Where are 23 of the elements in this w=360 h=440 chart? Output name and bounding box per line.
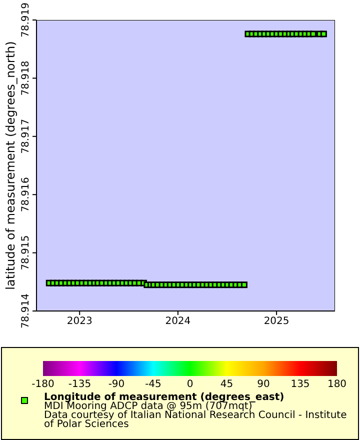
color-bar-label: 90 (257, 379, 270, 390)
y-axis-title: latitude of measurement (degrees_north) (3, 41, 18, 290)
text: Data courtesy of Italian National Research Council - Institute of Polar Sciences (44, 410, 348, 430)
color-bar-label: 45 (220, 379, 234, 390)
y-tick-label: 78.916 (20, 177, 32, 212)
x-tick-label: 2024 (165, 316, 191, 328)
color-bar-label: -45 (145, 379, 162, 390)
color-bar-label: 135 (290, 379, 310, 390)
color-bar-label: 180 (327, 379, 347, 390)
color-bar-label: -180 (32, 379, 54, 390)
y-tick-label: 78.914 (20, 294, 32, 328)
x-tick-label: 2023 (66, 316, 92, 328)
color-bar-label: 0 (186, 379, 194, 390)
point (320, 30, 327, 38)
point (310, 30, 316, 38)
y-tick-label: 78.919 (20, 2, 32, 38)
y-tick-label: 78.915 (20, 235, 32, 270)
x-tick-label: 2025 (264, 316, 290, 328)
y-tick-label: 78.918 (20, 60, 32, 96)
y-tick-label: 78.917 (20, 118, 32, 154)
color-bar-label: -135 (68, 379, 92, 390)
color-bar-label: -90 (108, 379, 125, 390)
point (240, 282, 248, 288)
